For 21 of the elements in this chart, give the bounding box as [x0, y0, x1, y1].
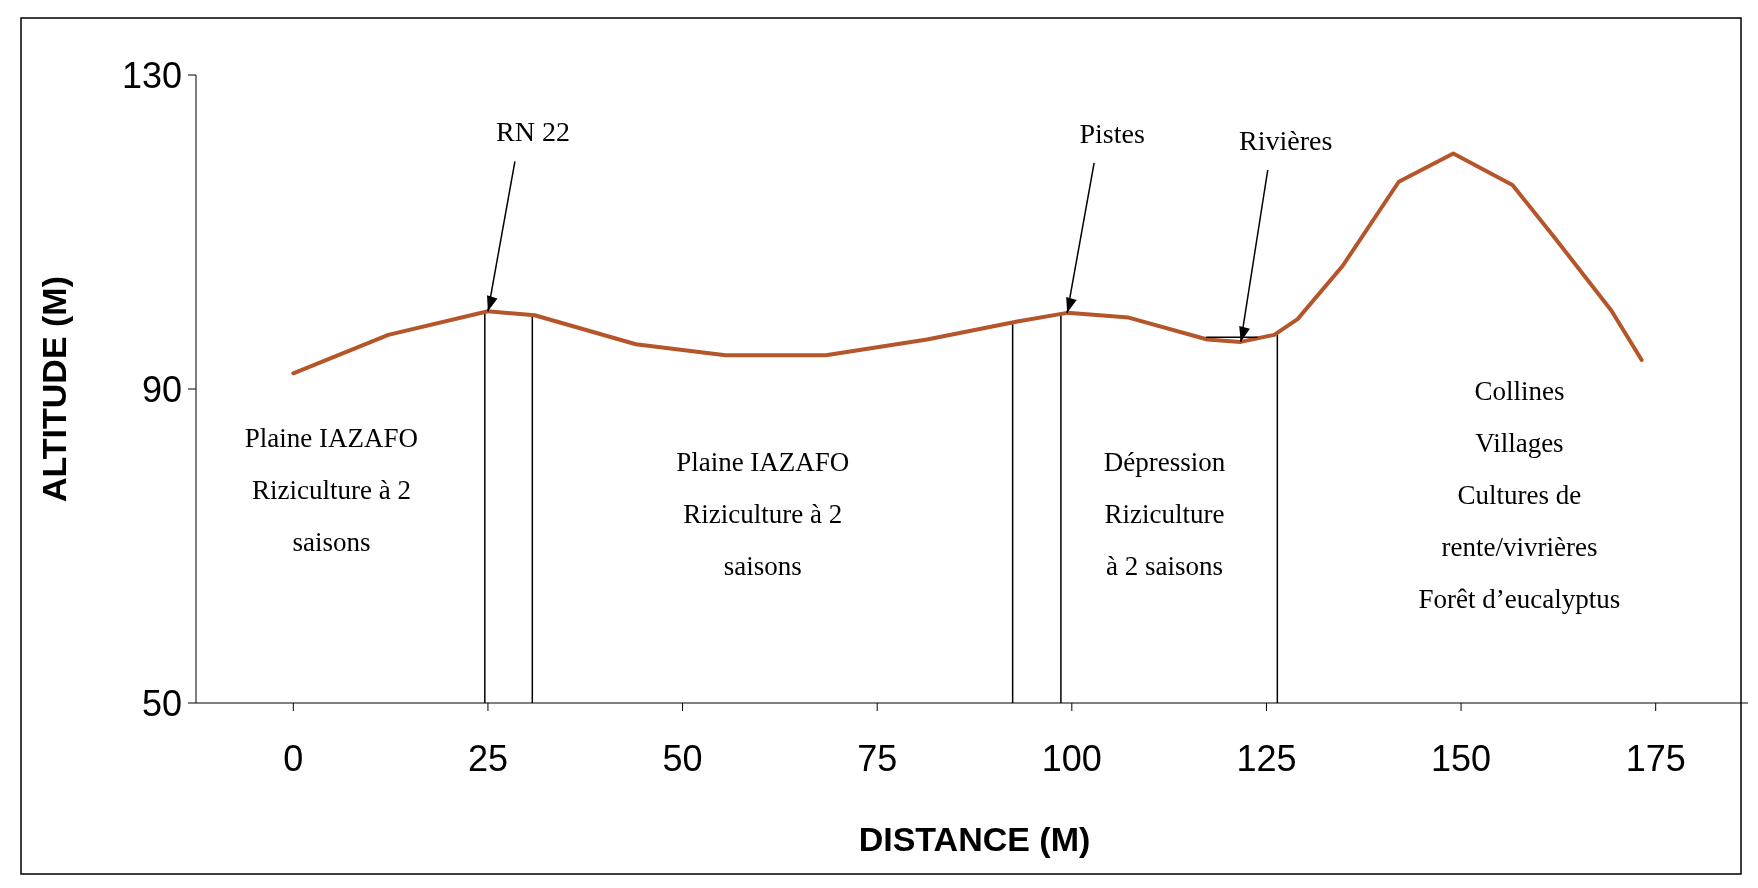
y-axis-title: ALTITUDE (M) [35, 276, 73, 502]
x-tick-label: 25 [467, 738, 508, 779]
x-tick-label: 150 [1431, 738, 1492, 779]
annotation: RN 22 [495, 116, 570, 148]
x-tick-label: 50 [662, 738, 703, 779]
x-axis-title: DISTANCE (M) [858, 820, 1091, 858]
annotation: Pistes [1079, 117, 1145, 149]
annotation: Collines Villages Cultures de rente/vivrières Forêt d’eucalyptus [1418, 376, 1621, 615]
x-tick-label: 0 [283, 738, 304, 779]
line-series [291, 151, 1644, 376]
annotation: Plaine IAZAFO Riziculture à 2 saisons [676, 447, 850, 582]
x-tick-label: 125 [1236, 738, 1297, 779]
annotation: Plaine IAZAFO Riziculture à 2 saisons [244, 422, 419, 557]
y-tick-label: 50 [141, 682, 182, 724]
x-tick-label: 100 [1041, 738, 1102, 779]
annotation: Dépression Riziculture à 2 saisons [1103, 446, 1226, 581]
x-tick-label: 75 [857, 738, 898, 779]
y-tick-label: 90 [141, 368, 182, 410]
x-tick-label: 175 [1625, 738, 1686, 779]
annotation: Rivières [1239, 125, 1333, 156]
y-tick-label: 130 [121, 54, 182, 96]
